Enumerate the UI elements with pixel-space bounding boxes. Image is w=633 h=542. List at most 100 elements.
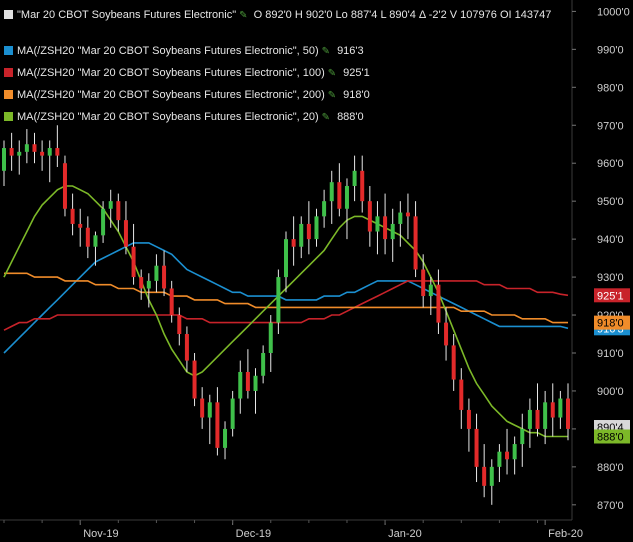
candle-body <box>200 398 205 418</box>
ma20-price-tag-text: 888'0 <box>597 431 624 443</box>
candle <box>261 345 266 384</box>
candle-body <box>558 398 563 418</box>
candle-body <box>192 360 197 399</box>
ma100-label: MA(/ZSH20 "Mar 20 CBOT Soybeans Futures … <box>17 67 325 79</box>
candle <box>162 250 167 297</box>
candle <box>421 254 426 308</box>
candle-body <box>398 212 403 224</box>
candle <box>466 398 471 452</box>
candle <box>489 459 494 505</box>
y-tick-label: 970'0 <box>597 120 624 132</box>
candle-body <box>177 315 182 335</box>
candle <box>566 383 570 441</box>
candle-body <box>375 216 380 232</box>
change-label: Δ <box>418 9 426 21</box>
ma20-swatch-icon <box>4 112 13 121</box>
candle <box>329 170 334 224</box>
candle <box>192 352 197 407</box>
candle-body <box>314 216 319 240</box>
ma50-swatch-icon <box>4 46 13 55</box>
candle-body <box>444 322 449 346</box>
symbol-swatch-icon <box>4 10 13 19</box>
ma20-price-tag: 888'0 <box>594 429 630 444</box>
last-label: L <box>380 9 387 21</box>
ma100-price-tag-text: 925'1 <box>597 290 624 302</box>
legend-ma20: MA(/ZSH20 "Mar 20 CBOT Soybeans Futures … <box>4 111 364 124</box>
ma50-value: 916'3 <box>337 45 364 57</box>
candle <box>284 231 288 293</box>
ma20-label: MA(/ZSH20 "Mar 20 CBOT Soybeans Futures … <box>17 111 319 123</box>
candle-body <box>2 148 6 171</box>
ma-line-0 <box>3 242 569 354</box>
candle-body <box>428 284 433 297</box>
candle <box>436 269 441 335</box>
candle <box>398 201 403 247</box>
candle-body <box>146 280 151 289</box>
candle-body <box>238 371 243 399</box>
ma200-swatch-icon <box>4 90 13 99</box>
candle <box>451 334 456 391</box>
candles <box>2 125 570 505</box>
candle <box>169 280 174 323</box>
candle-body <box>543 402 548 429</box>
candle-body <box>383 216 388 240</box>
candle <box>24 129 29 164</box>
candle <box>512 436 517 475</box>
candle-body <box>299 223 304 247</box>
candle <box>47 140 52 183</box>
oi-value: 143747 <box>514 9 552 21</box>
candle-body <box>344 185 349 209</box>
ma20-price-tag-box <box>594 429 630 444</box>
candle-body <box>139 277 144 289</box>
candle-body <box>512 444 517 460</box>
candle <box>93 231 98 266</box>
candle-body <box>108 201 113 209</box>
candle <box>352 155 357 202</box>
candle-body <box>367 201 372 232</box>
candle-body <box>230 398 235 429</box>
candle <box>482 444 487 498</box>
pencil-icon[interactable]: ✎ <box>239 10 248 21</box>
candle <box>40 140 45 171</box>
candle <box>535 383 540 437</box>
candle <box>223 421 228 460</box>
ma-line-1 <box>3 280 569 331</box>
y-tick-label: 870'0 <box>597 500 624 512</box>
oi-label: OI <box>499 9 512 21</box>
ma100-price-tag: 925'1 <box>594 288 630 303</box>
gridlines <box>0 0 573 521</box>
candle <box>527 398 532 448</box>
candle <box>2 140 6 186</box>
pencil-icon[interactable]: ✎ <box>321 46 331 57</box>
candle <box>17 140 22 175</box>
candle-body <box>466 409 471 429</box>
candle-body <box>268 322 273 353</box>
pencil-icon[interactable]: ✎ <box>327 90 337 101</box>
candle <box>444 307 449 361</box>
candle-body <box>566 398 570 429</box>
candle-body <box>306 223 311 240</box>
candle <box>543 390 548 445</box>
high-label: H <box>294 9 303 21</box>
x-tick-label: Nov-19 <box>83 528 118 540</box>
candle <box>78 208 83 247</box>
pencil-icon[interactable]: ✎ <box>327 68 337 79</box>
x-tick-label: Jan-20 <box>388 528 422 540</box>
candle <box>405 193 410 240</box>
candle <box>276 269 281 335</box>
candle <box>238 360 243 414</box>
legend-ma50: MA(/ZSH20 "Mar 20 CBOT Soybeans Futures … <box>4 45 364 58</box>
candle <box>413 201 418 278</box>
candle-body <box>47 148 52 156</box>
candle-body <box>360 170 365 202</box>
ma20-value: 888'0 <box>337 111 364 123</box>
symbol-label: "Mar 20 CBOT Soybeans Futures Electronic… <box>17 9 237 21</box>
y-tick-label: 940'0 <box>597 234 624 246</box>
pencil-icon[interactable]: ✎ <box>321 112 331 123</box>
candle <box>474 413 479 483</box>
candle <box>360 155 365 213</box>
candle-body <box>520 428 525 445</box>
candle-body <box>116 201 121 221</box>
candle-body <box>93 235 98 247</box>
